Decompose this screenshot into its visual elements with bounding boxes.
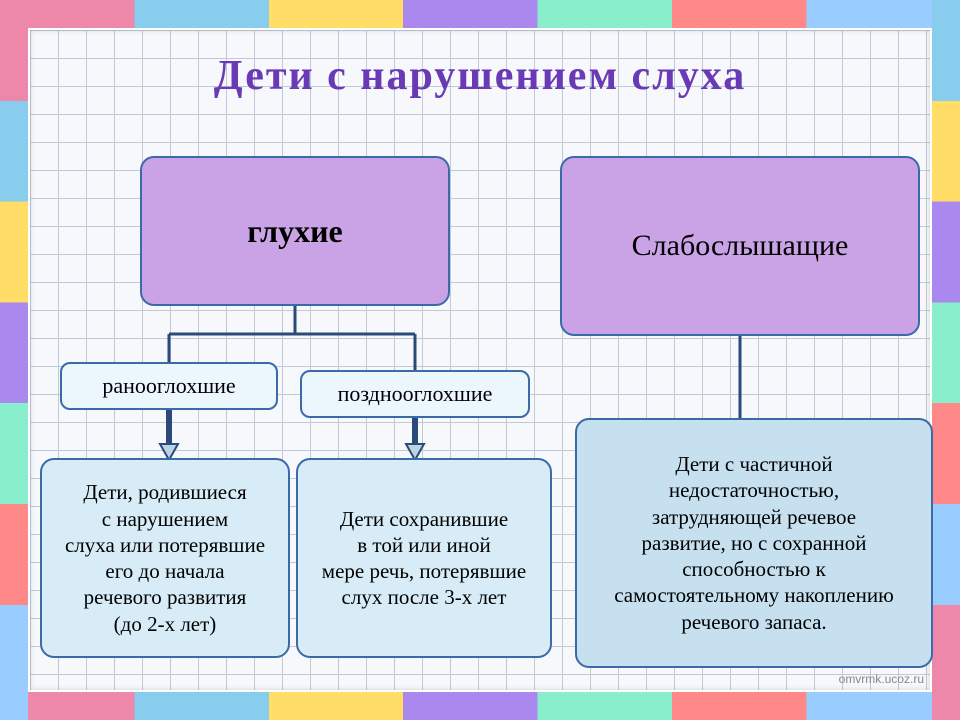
decorative-border-right <box>932 0 960 720</box>
node-early: ранооглохшие <box>60 362 278 410</box>
decorative-border-top <box>0 0 960 28</box>
node-early_desc: Дети, родившиеся с нарушением слуха или … <box>40 458 290 658</box>
node-late: позднооглохшие <box>300 370 530 418</box>
watermark: omvrmk.ucoz.ru <box>839 672 924 686</box>
slide-title: Дети с нарушением слуха <box>0 52 960 100</box>
node-late_desc: Дети сохранившие в той или иной мере реч… <box>296 458 552 658</box>
decorative-border-bottom <box>0 692 960 720</box>
decorative-border-left <box>0 0 28 720</box>
node-hard_desc: Дети с частичной недостаточностью, затру… <box>575 418 933 668</box>
node-deaf: глухие <box>140 156 450 306</box>
node-hard: Слабослышащие <box>560 156 920 336</box>
